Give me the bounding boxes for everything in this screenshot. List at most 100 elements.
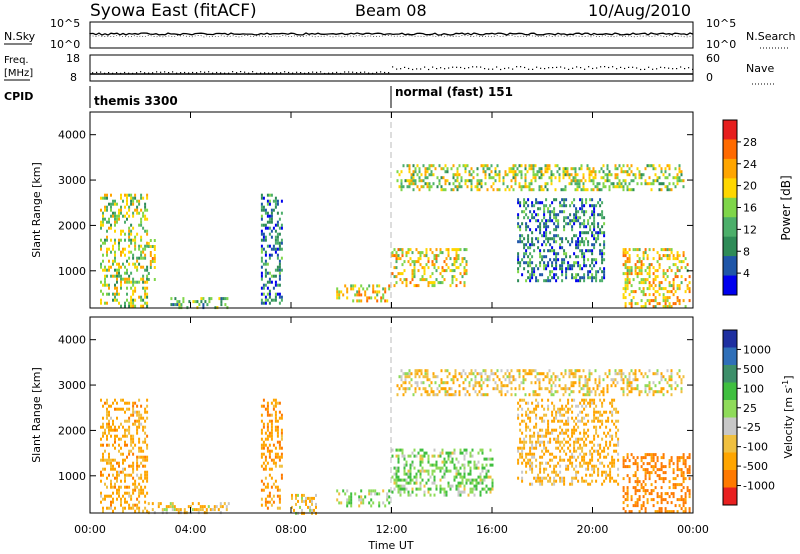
data-cell (102, 259, 104, 263)
data-cell (544, 375, 547, 379)
data-cell (146, 476, 149, 480)
data-cell (291, 505, 293, 509)
data-cell (563, 422, 566, 426)
data-cell (547, 398, 550, 402)
data-cell (568, 372, 571, 376)
data-cell (531, 270, 534, 274)
data-cell (527, 216, 530, 220)
data-cell (517, 201, 520, 205)
data-cell (276, 253, 279, 257)
data-cell (668, 188, 671, 192)
data-cell (217, 508, 220, 512)
data-cell (459, 281, 462, 285)
data-cell (551, 470, 554, 474)
data-cell (128, 416, 131, 420)
data-cell (581, 410, 584, 414)
data-cell (412, 173, 415, 177)
data-cell (260, 193, 263, 197)
data-cell (599, 204, 602, 208)
data-cell (640, 269, 643, 273)
data-cell (546, 164, 549, 168)
data-cell (551, 264, 554, 268)
data-cell (481, 478, 484, 482)
data-cell (120, 398, 122, 402)
data-cell (578, 390, 581, 394)
data-cell (628, 390, 631, 394)
data-cell (609, 470, 612, 474)
data-cell (410, 179, 413, 183)
data-cell (561, 237, 564, 241)
data-cell (100, 425, 102, 429)
data-cell (614, 176, 617, 180)
data-cell (528, 372, 531, 376)
data-cell (547, 207, 550, 211)
data-cell (601, 276, 604, 280)
data-cell (646, 498, 649, 502)
data-cell (654, 275, 657, 279)
data-cell (640, 281, 643, 285)
data-cell (519, 237, 522, 241)
data-cell (573, 261, 576, 265)
data-cell (423, 484, 426, 488)
data-cell (650, 471, 653, 475)
data-cell (309, 508, 311, 512)
data-cell (106, 253, 108, 257)
data-cell (577, 240, 580, 244)
data-cell (593, 228, 596, 232)
data-cell (477, 466, 480, 470)
data-cell (140, 223, 143, 227)
data-cell (427, 457, 430, 461)
data-cell (447, 251, 450, 255)
data-cell (180, 303, 183, 307)
data-cell (138, 256, 141, 260)
data-cell (165, 505, 168, 509)
data-cell (274, 416, 277, 420)
data-cell (535, 198, 538, 202)
data-cell (488, 167, 491, 171)
data-cell (424, 182, 427, 186)
data-cell (489, 448, 492, 452)
data-cell (672, 462, 675, 466)
data-cell (613, 443, 616, 447)
data-cell (531, 461, 534, 465)
data-cell (480, 384, 483, 388)
data-cell (597, 419, 600, 423)
data-cell (603, 252, 606, 256)
data-cell (618, 185, 621, 189)
data-cell (642, 501, 645, 505)
data-cell (268, 280, 271, 284)
data-cell (536, 170, 539, 174)
data-cell (474, 369, 477, 373)
data-cell (132, 467, 135, 471)
data-cell (573, 467, 576, 471)
data-cell (559, 243, 562, 247)
data-cell (270, 280, 273, 284)
data-cell (652, 393, 655, 397)
data-cell (441, 275, 444, 279)
data-cell (572, 375, 575, 379)
data-cell (559, 443, 562, 447)
data-cell (535, 440, 538, 444)
data-cell (451, 460, 454, 464)
data-cell (461, 463, 464, 467)
data-cell (469, 481, 472, 485)
data-cell (626, 474, 629, 478)
data-cell (678, 254, 681, 258)
data-cell (134, 419, 137, 423)
data-cell (640, 176, 643, 180)
data-cell (587, 249, 590, 253)
data-cell (132, 437, 135, 441)
data-cell (478, 390, 481, 394)
data-cell (457, 493, 460, 497)
data-cell (274, 298, 277, 302)
data-cell (676, 284, 679, 288)
data-cell (338, 293, 341, 297)
data-cell (132, 446, 135, 450)
data-cell (484, 176, 487, 180)
data-cell (547, 237, 550, 241)
data-cell (570, 390, 573, 394)
data-cell (104, 428, 106, 432)
data-cell (208, 300, 211, 304)
data-cell (523, 261, 526, 265)
data-cell (415, 472, 418, 476)
